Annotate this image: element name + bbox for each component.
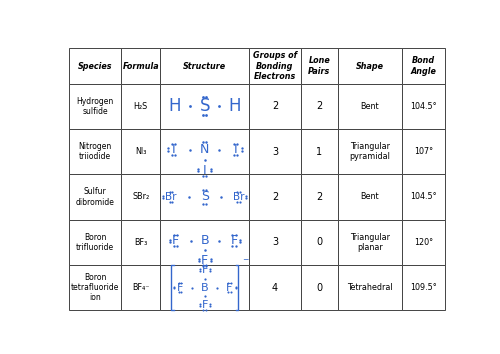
Text: S: S: [200, 97, 210, 115]
Bar: [70, 174, 121, 219]
Text: Br: Br: [165, 192, 176, 202]
Text: I: I: [172, 143, 176, 156]
Text: 109.5°: 109.5°: [410, 283, 437, 292]
Text: BF₄⁻: BF₄⁻: [132, 283, 150, 292]
Text: H: H: [168, 97, 181, 115]
Bar: [70, 48, 121, 84]
Bar: [160, 84, 249, 129]
Bar: [249, 265, 301, 310]
Text: Bent: Bent: [360, 102, 380, 111]
Text: F: F: [226, 282, 232, 292]
Text: 2: 2: [272, 102, 278, 112]
Text: 3: 3: [272, 237, 278, 247]
Text: Hydrogen
sulfide: Hydrogen sulfide: [76, 97, 114, 116]
Bar: [160, 174, 249, 219]
Bar: [70, 84, 121, 129]
Bar: [301, 174, 338, 219]
Text: 4: 4: [272, 282, 278, 292]
Bar: [301, 129, 338, 174]
Bar: [160, 48, 249, 84]
Text: F: F: [202, 300, 208, 310]
Text: Structure: Structure: [183, 62, 226, 71]
Text: Groups of
Bonding
Electrons: Groups of Bonding Electrons: [253, 51, 297, 81]
Text: SBr₂: SBr₂: [132, 193, 150, 201]
Text: 104.5°: 104.5°: [410, 193, 437, 201]
Bar: [402, 84, 446, 129]
Text: I: I: [234, 143, 237, 156]
Bar: [301, 48, 338, 84]
Text: B: B: [200, 234, 209, 247]
Text: 2: 2: [316, 192, 322, 202]
Bar: [121, 48, 160, 84]
Text: Nitrogen
triiodide: Nitrogen triiodide: [78, 142, 112, 161]
Bar: [402, 265, 446, 310]
Text: NI₃: NI₃: [135, 147, 146, 156]
Text: F: F: [230, 234, 237, 247]
Bar: [301, 265, 338, 310]
Bar: [338, 219, 402, 265]
Bar: [402, 48, 446, 84]
Text: Lone
Pairs: Lone Pairs: [308, 56, 330, 76]
Bar: [402, 219, 446, 265]
Text: Shape: Shape: [356, 62, 384, 71]
Bar: [249, 219, 301, 265]
Text: 2: 2: [272, 192, 278, 202]
Text: I: I: [203, 164, 206, 177]
Text: Species: Species: [78, 62, 112, 71]
Bar: [121, 84, 160, 129]
Bar: [402, 129, 446, 174]
Bar: [249, 84, 301, 129]
Text: H₂S: H₂S: [134, 102, 148, 111]
Text: 107°: 107°: [414, 147, 433, 156]
Text: 2: 2: [316, 102, 322, 112]
Bar: [338, 84, 402, 129]
Text: Sulfur
dibromide: Sulfur dibromide: [76, 187, 114, 207]
Text: H: H: [228, 97, 241, 115]
Text: 0: 0: [316, 282, 322, 292]
Text: Boron
trifluoride: Boron trifluoride: [76, 233, 114, 252]
Text: F: F: [202, 265, 208, 275]
Bar: [338, 265, 402, 310]
Text: Bond
Angle: Bond Angle: [410, 56, 436, 76]
Text: B: B: [201, 282, 208, 292]
Text: N: N: [200, 143, 209, 156]
Bar: [70, 129, 121, 174]
Bar: [160, 129, 249, 174]
Text: −: −: [242, 255, 248, 264]
Text: 104.5°: 104.5°: [410, 102, 437, 111]
Bar: [249, 174, 301, 219]
Bar: [338, 129, 402, 174]
Bar: [160, 219, 249, 265]
Text: 120°: 120°: [414, 238, 433, 247]
Text: Bent: Bent: [360, 193, 380, 201]
Bar: [402, 174, 446, 219]
Bar: [301, 219, 338, 265]
Text: F: F: [201, 254, 208, 267]
Text: Triangular
pyramidal: Triangular pyramidal: [350, 142, 391, 161]
Bar: [70, 219, 121, 265]
Bar: [121, 219, 160, 265]
Bar: [70, 265, 121, 310]
Bar: [121, 265, 160, 310]
Text: Formula: Formula: [122, 62, 159, 71]
Text: BF₃: BF₃: [134, 238, 147, 247]
Bar: [301, 84, 338, 129]
Bar: [160, 265, 249, 310]
Bar: [121, 174, 160, 219]
Bar: [121, 129, 160, 174]
Text: 1: 1: [316, 147, 322, 157]
Text: S: S: [200, 190, 208, 204]
Text: 3: 3: [272, 147, 278, 157]
Text: Triangular
planar: Triangular planar: [350, 233, 390, 252]
Text: Br: Br: [233, 192, 244, 202]
Bar: [249, 48, 301, 84]
Bar: [338, 48, 402, 84]
Bar: [249, 129, 301, 174]
Text: F: F: [177, 282, 183, 292]
Text: Boron
tetrafluoride
ion: Boron tetrafluoride ion: [71, 273, 120, 302]
Text: 0: 0: [316, 237, 322, 247]
Text: F: F: [172, 234, 179, 247]
Bar: [338, 174, 402, 219]
Text: Tetrahedral: Tetrahedral: [347, 283, 393, 292]
